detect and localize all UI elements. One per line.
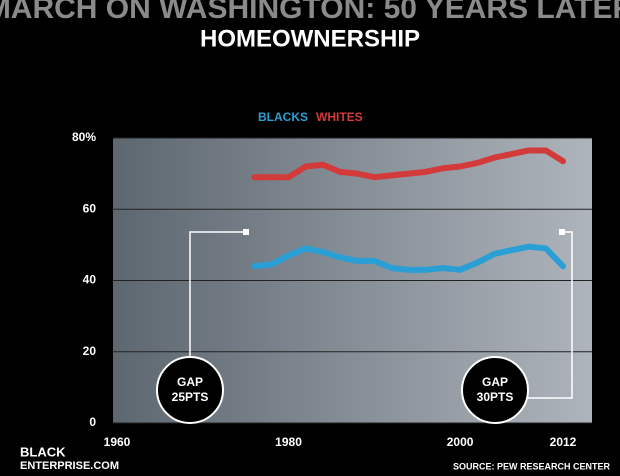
y-tick-label: 80%: [72, 130, 96, 144]
supertitle: MARCH ON WASHINGTON: 50 YEARS LATER: [0, 0, 620, 25]
source: SOURCE: PEW RESEARCH CENTER: [453, 461, 611, 471]
annotation-circle: [156, 356, 224, 424]
y-tick-label: 0: [89, 415, 96, 429]
x-tick-label: 1980: [275, 435, 302, 449]
series-line: [251, 243, 566, 273]
bracket: [528, 231, 573, 399]
x-tick-label: 1960: [104, 435, 131, 449]
bracket-end: [243, 229, 249, 235]
annotation-circle: [461, 356, 529, 424]
logo: BLACK: [20, 444, 66, 459]
y-tick-label: 40: [83, 273, 97, 287]
annotation: GAP: [482, 375, 508, 389]
legend-entry: BLACKS: [258, 110, 308, 124]
bracket: [189, 231, 247, 357]
bracket-end: [559, 229, 565, 235]
series-line: [251, 147, 566, 181]
annotation: GAP: [177, 375, 203, 389]
annotation: 30PTS: [477, 390, 514, 404]
y-tick-label: 20: [83, 344, 97, 358]
y-tick-label: 60: [83, 201, 97, 215]
x-tick-label: 2000: [447, 435, 474, 449]
chart-title: HOMEOWNERSHIP: [200, 25, 420, 52]
x-tick-label: 2012: [550, 435, 577, 449]
legend-entry: WHITES: [316, 110, 363, 124]
logo: ENTERPRISE.COM: [20, 460, 119, 472]
annotation: 25PTS: [172, 390, 209, 404]
